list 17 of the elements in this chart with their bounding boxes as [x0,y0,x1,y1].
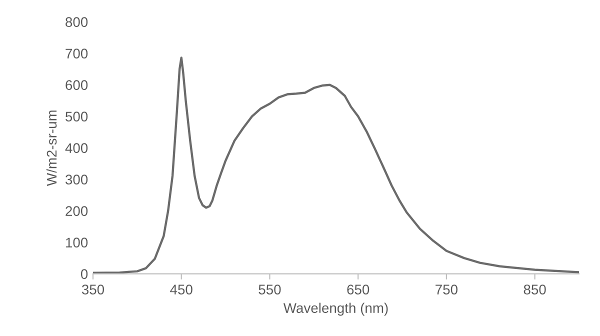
x-tick-label: 350 [82,284,104,294]
y-tick-label: 600 [66,80,88,90]
x-tick-label: 550 [258,284,281,294]
x-tick-label: 450 [170,284,192,294]
y-tick-label: 200 [66,206,88,216]
y-tick-label: 700 [66,48,88,59]
y-tick-label: 100 [66,238,88,248]
y-tick-label: 400 [65,143,88,154]
y-tick-label: 800 [66,17,88,28]
x-tick-label: 650 [347,284,370,294]
y-tick-label: 0 [80,269,88,280]
x-axis-title: Wavelength (nm) [283,302,388,316]
x-tick-label: 750 [436,284,458,294]
y-tick-label: 500 [66,112,88,122]
x-tick-label: 850 [524,284,546,294]
y-tick-label: 300 [66,174,88,185]
y-axis-title: W/m2-sr-um [46,110,57,186]
